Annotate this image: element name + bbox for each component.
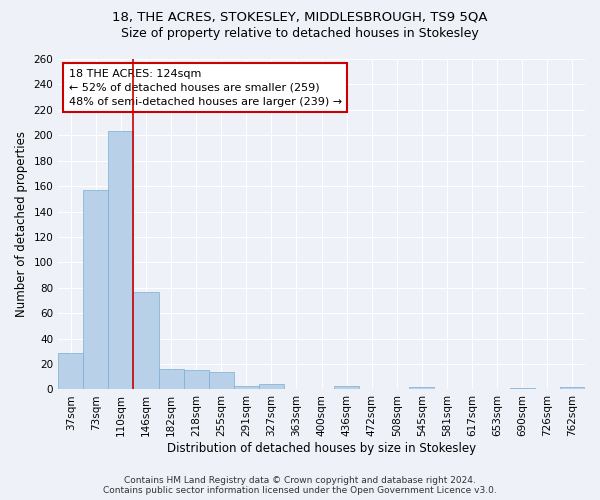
Bar (510, 388, 535, 390)
Bar (234, 386, 259, 390)
Bar (109, 132, 133, 390)
Bar (133, 292, 158, 390)
Text: 18, THE ACRES, STOKESLEY, MIDDLESBROUGH, TS9 5QA: 18, THE ACRES, STOKESLEY, MIDDLESBROUGH,… (112, 10, 488, 23)
Text: Size of property relative to detached houses in Stokesley: Size of property relative to detached ho… (121, 28, 479, 40)
Bar (334, 386, 359, 390)
Bar (58, 352, 83, 390)
X-axis label: Distribution of detached houses by size in Stokesley: Distribution of detached houses by size … (167, 442, 476, 455)
Text: 18 THE ACRES: 124sqm
← 52% of detached houses are smaller (259)
48% of semi-deta: 18 THE ACRES: 124sqm ← 52% of detached h… (69, 69, 342, 107)
Bar (83, 190, 109, 390)
Bar (259, 384, 284, 390)
Text: Contains HM Land Registry data © Crown copyright and database right 2024.
Contai: Contains HM Land Registry data © Crown c… (103, 476, 497, 495)
Y-axis label: Number of detached properties: Number of detached properties (15, 131, 28, 317)
Bar (184, 370, 209, 390)
Bar (158, 369, 184, 390)
Bar (209, 372, 234, 390)
Bar (409, 387, 434, 390)
Bar (560, 387, 585, 390)
